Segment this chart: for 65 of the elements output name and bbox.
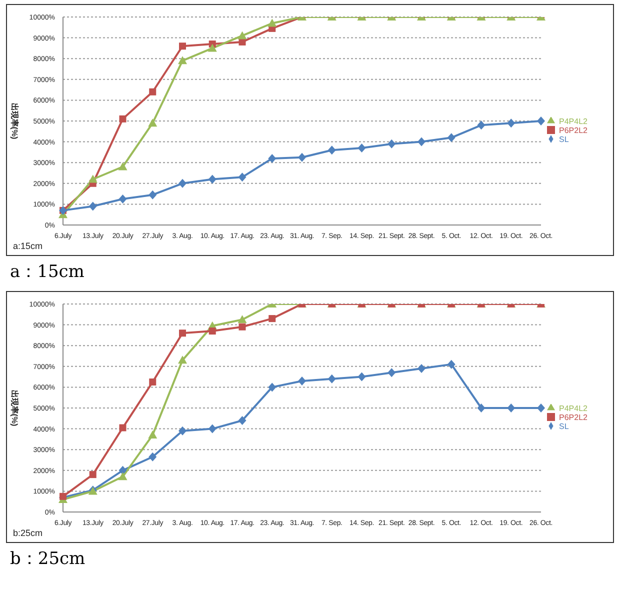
legend-label: P4P4L2: [559, 116, 588, 126]
legend-label: P6P2L2: [559, 126, 588, 134]
point: [118, 162, 128, 170]
point: [268, 382, 276, 392]
point: [208, 44, 217, 52]
legend-label: P4P4L2: [559, 404, 588, 412]
point: [178, 426, 186, 436]
point: [148, 190, 157, 200]
point: [537, 404, 545, 412]
text: b：25cm: [9, 548, 86, 571]
point: [447, 133, 456, 142]
point: [268, 315, 276, 322]
point: [148, 452, 157, 462]
point: [178, 178, 186, 188]
point: [358, 144, 366, 153]
text: b:25cm: [13, 528, 43, 538]
point: [88, 174, 98, 183]
point: [208, 424, 216, 434]
point: [477, 120, 486, 130]
point: [507, 118, 516, 128]
point: [179, 42, 186, 50]
point: [179, 330, 186, 337]
legend-label: SL: [559, 134, 569, 144]
point: [118, 466, 127, 475]
point: [148, 118, 158, 127]
point: [149, 88, 156, 96]
point: [89, 471, 96, 478]
point: [447, 360, 456, 369]
point: [178, 356, 187, 364]
point: [118, 472, 128, 480]
point: [238, 31, 247, 40]
point: [388, 139, 396, 148]
point: [238, 416, 246, 425]
point: [507, 404, 516, 412]
text: a：15cm: [9, 261, 86, 284]
point: [238, 172, 246, 182]
y-axis-title: 出現率(%): [10, 390, 20, 427]
legend-label: P6P2L2: [559, 412, 588, 422]
point: [208, 174, 216, 184]
point: [537, 116, 545, 126]
point: [418, 137, 426, 146]
point: [268, 18, 277, 27]
point: [119, 424, 126, 432]
point: [88, 202, 97, 211]
point: [148, 430, 158, 439]
point: [149, 378, 156, 386]
point: [298, 152, 306, 162]
point: [328, 374, 336, 384]
point: [118, 194, 127, 204]
point: [119, 115, 126, 122]
point: [298, 376, 306, 386]
point: [358, 372, 366, 382]
point: [238, 315, 247, 324]
point: [418, 364, 426, 373]
point: [388, 368, 396, 378]
point: [477, 404, 486, 412]
y-axis-title: 出現率(%): [10, 102, 20, 140]
point: [238, 323, 246, 330]
legend-label: SL: [559, 422, 569, 430]
point: [238, 38, 246, 46]
point: [268, 154, 276, 163]
point: [178, 56, 187, 64]
text: a:15cm: [13, 241, 43, 251]
point: [208, 328, 216, 335]
point: [328, 146, 336, 155]
